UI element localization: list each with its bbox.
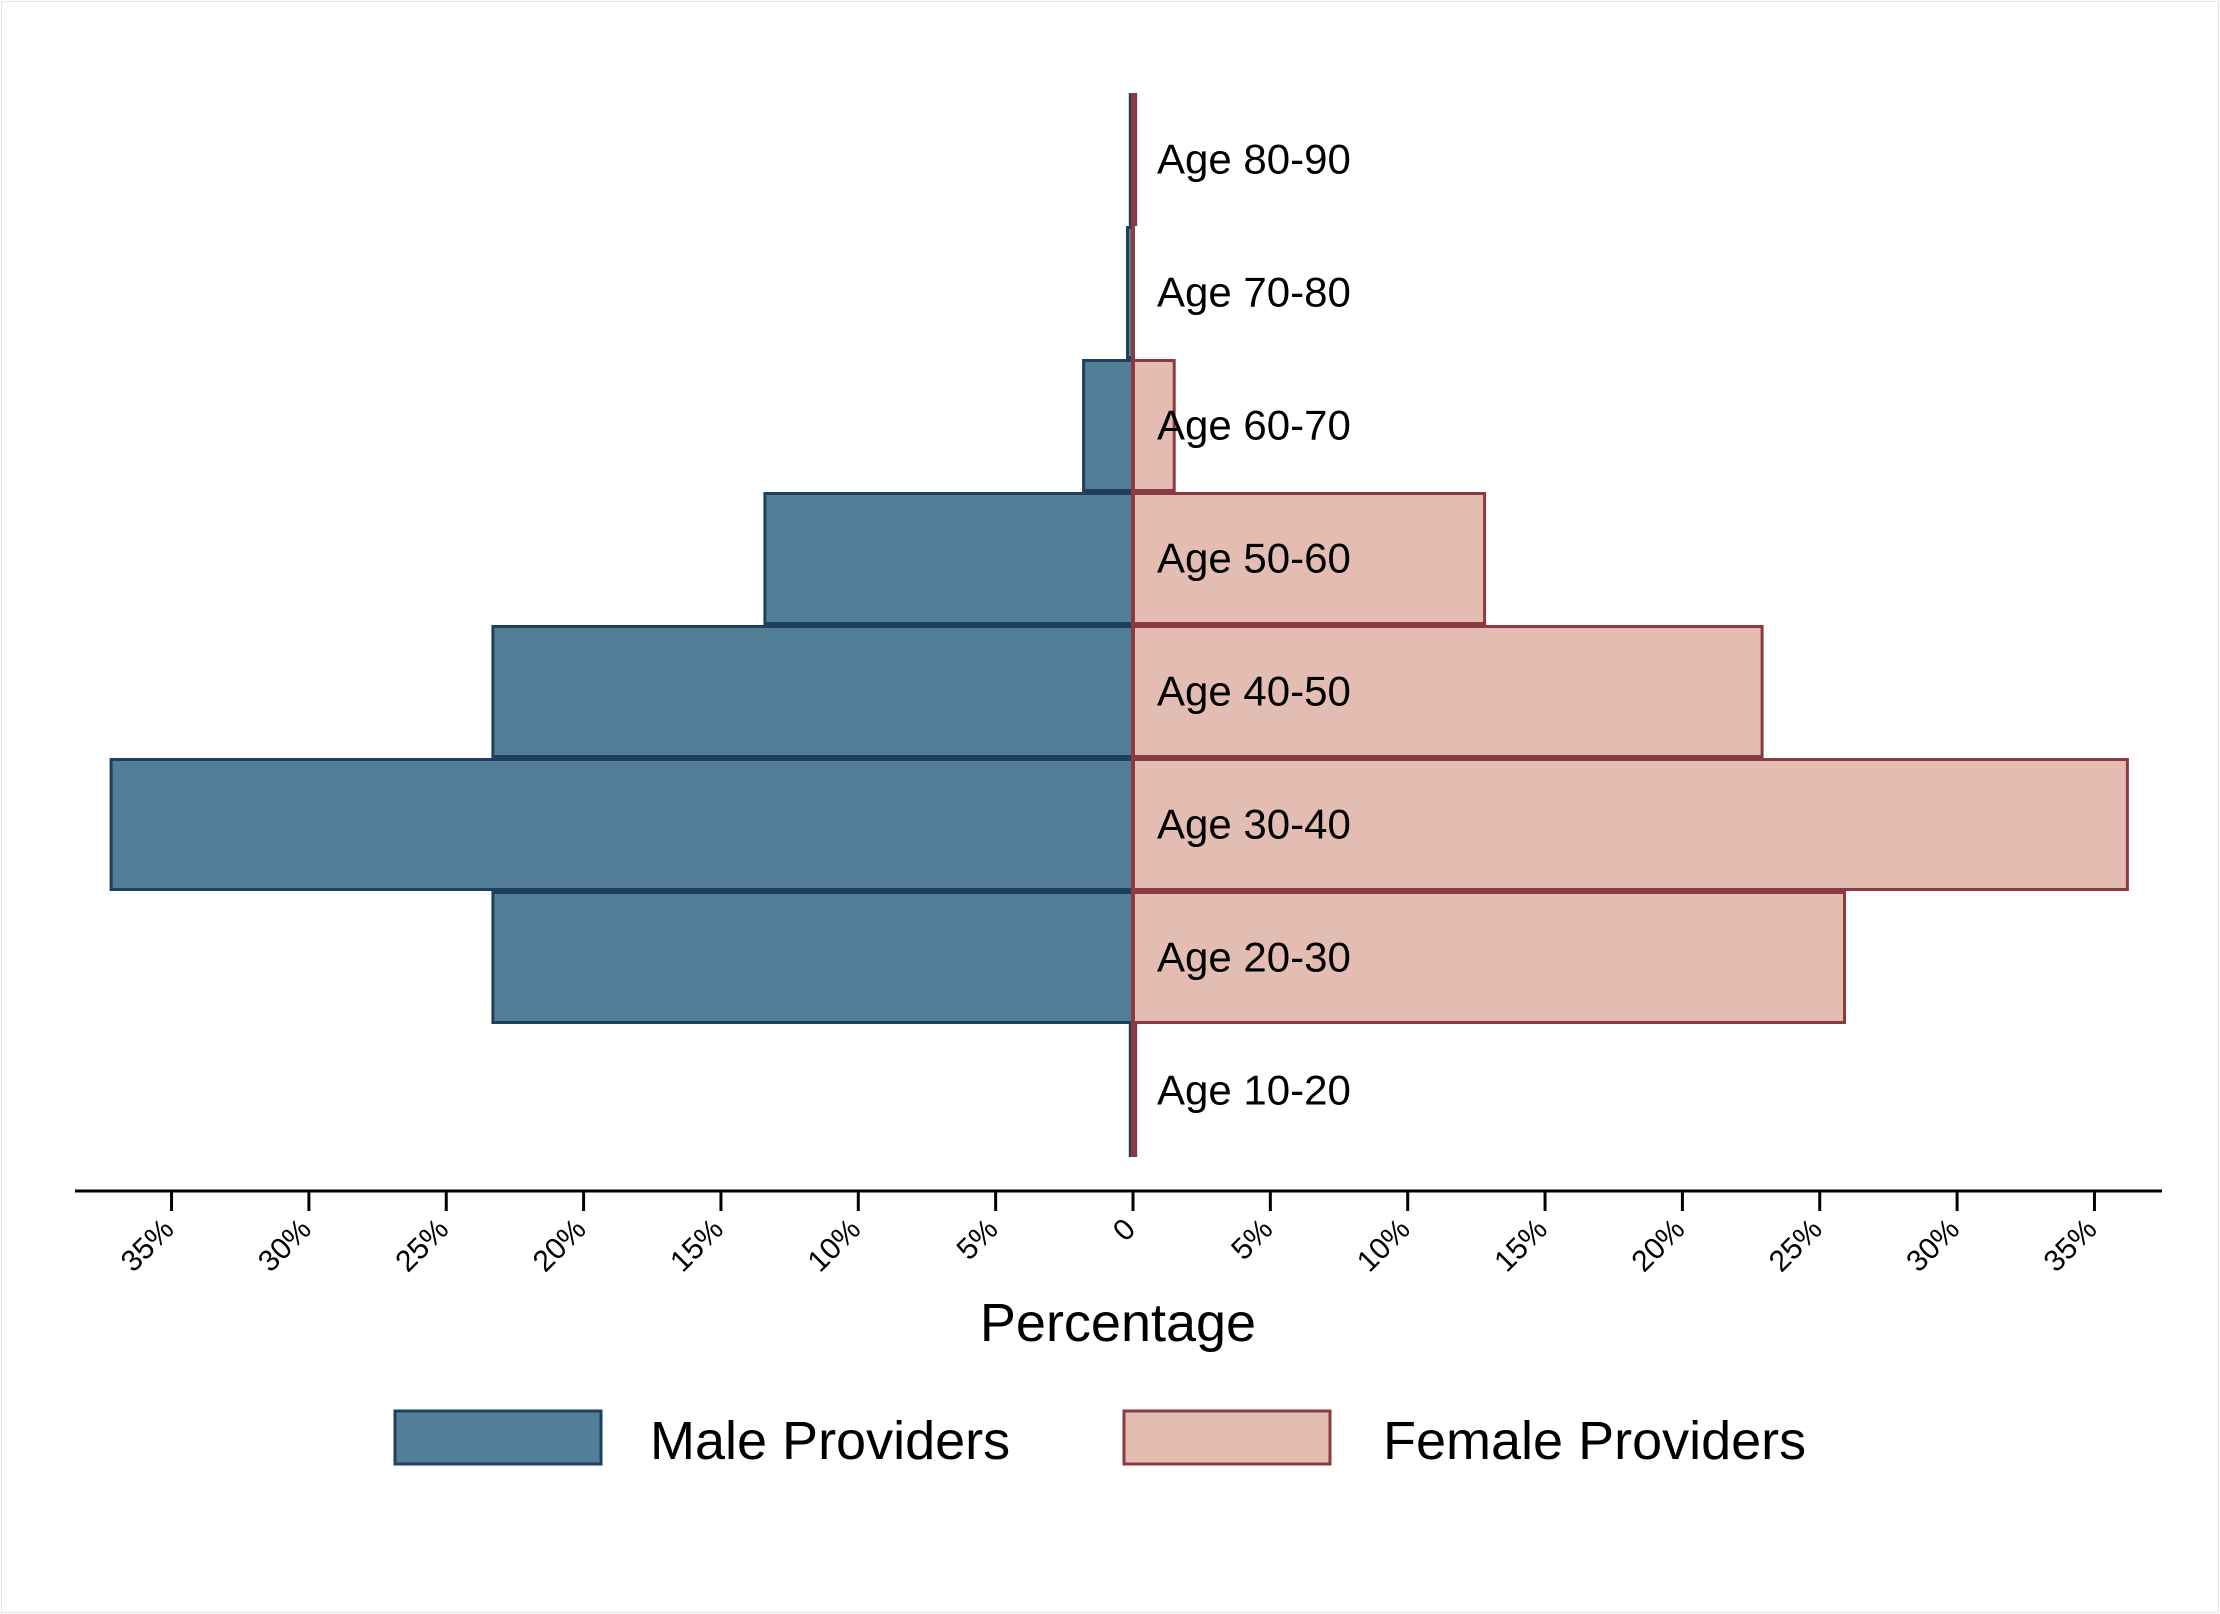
female-bar-age-20-30 <box>1131 891 1846 1024</box>
category-label: Age 40-50 <box>1157 668 1351 715</box>
x-tick-label: 20% <box>527 1213 593 1279</box>
x-tick-label: 35% <box>115 1213 181 1279</box>
bars-layer <box>109 93 2129 1157</box>
category-label: Age 10-20 <box>1157 1067 1351 1114</box>
legend: Male Providers Female Providers <box>393 1409 1806 1471</box>
x-tick-label: 35% <box>2038 1213 2104 1279</box>
category-label: Age 20-30 <box>1157 934 1351 981</box>
x-tick-label: 30% <box>252 1213 318 1279</box>
legend-label-female: Female Providers <box>1383 1411 1806 1471</box>
male-bar-age-30-40 <box>109 758 1135 891</box>
x-tick-label: 15% <box>664 1213 730 1279</box>
x-tick-label: 15% <box>1488 1213 1554 1279</box>
x-tick-label: 25% <box>389 1213 455 1279</box>
female-bar-age-30-40 <box>1131 758 2129 891</box>
x-tick-label: 10% <box>801 1213 867 1279</box>
x-axis-ticks: 35% 30% 25% 20% 15% 10% 5% 0 5% 10% 15% 20% 25% 30% 35… <box>115 1191 2104 1279</box>
legend-label-male: Male Providers <box>650 1411 1010 1471</box>
category-label: Age 80-90 <box>1157 136 1351 183</box>
x-tick-label: 25% <box>1763 1213 1829 1279</box>
male-bar-age-40-50 <box>491 625 1135 758</box>
x-tick-label: 0 <box>1107 1213 1142 1248</box>
category-label: Age 70-80 <box>1157 269 1351 316</box>
legend-swatch-male <box>393 1409 603 1466</box>
male-bar-age-50-60 <box>763 492 1135 625</box>
category-label: Age 50-60 <box>1157 535 1351 582</box>
legend-swatch-female <box>1122 1409 1332 1466</box>
x-tick-label: 5% <box>1225 1213 1279 1267</box>
male-bar-age-60-70 <box>1082 359 1135 492</box>
category-label: Age 60-70 <box>1157 402 1351 449</box>
x-tick-label: 5% <box>951 1213 1005 1267</box>
x-axis-title: Percentage <box>980 1293 1256 1353</box>
x-tick-label: 10% <box>1351 1213 1417 1279</box>
category-labels: Age 80-90 Age 70-80 Age 60-70 Age 50-60 Age … <box>1157 136 1351 1114</box>
category-label: Age 30-40 <box>1157 801 1351 848</box>
female-bar-age-60-70 <box>1131 359 1176 492</box>
male-bar-age-20-30 <box>491 891 1135 1024</box>
x-tick-label: 20% <box>1626 1213 1692 1279</box>
x-tick-label: 30% <box>1900 1213 1966 1279</box>
